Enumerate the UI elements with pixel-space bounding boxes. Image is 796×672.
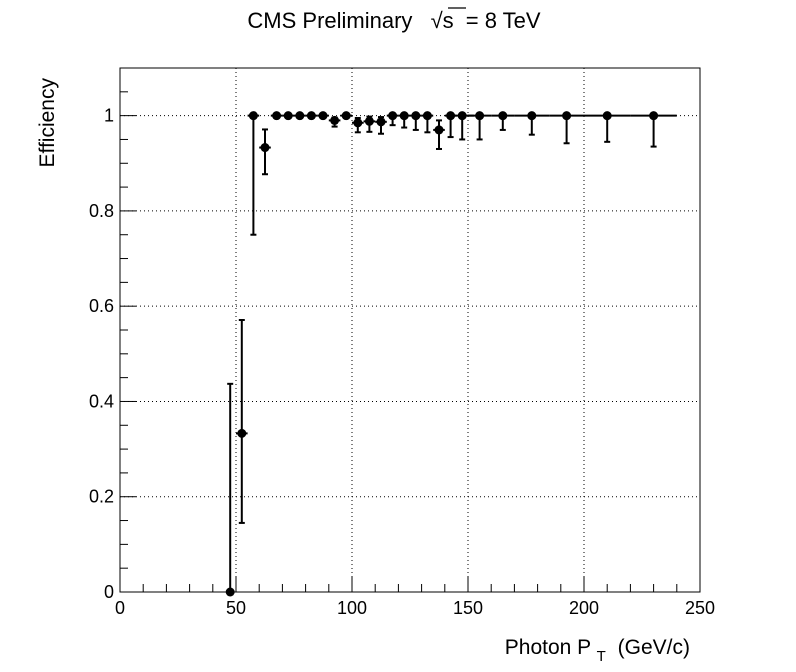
x-tick-label: 150: [453, 598, 483, 618]
title-prefix: CMS Preliminary: [247, 8, 412, 33]
data-point: [584, 111, 631, 143]
data-point: [450, 111, 474, 141]
data-marker: [364, 116, 374, 126]
data-point: [421, 111, 434, 134]
data-marker: [260, 143, 270, 153]
data-marker: [272, 111, 282, 121]
x-tick-label: 50: [226, 598, 246, 618]
data-point: [491, 111, 515, 131]
plot-frame: [119, 67, 701, 593]
data-point: [386, 111, 399, 127]
y-tick-label: 0.2: [89, 487, 114, 507]
data-marker: [237, 428, 247, 438]
data-marker: [225, 587, 235, 597]
x-tick-label: 200: [569, 598, 599, 618]
data-point: [247, 111, 260, 236]
data-marker: [330, 115, 340, 125]
data-marker: [248, 111, 258, 121]
data-point: [398, 111, 410, 129]
x-tick-label: 250: [685, 598, 715, 618]
data-marker: [434, 125, 444, 135]
data-point: [468, 111, 492, 141]
grid-layer: [120, 68, 700, 592]
title-suffix: = 8 TeV: [466, 8, 541, 33]
x-tick-label: 0: [115, 598, 125, 618]
y-tick-label: 1: [104, 106, 114, 126]
data-point: [514, 111, 550, 136]
data-point: [352, 117, 364, 134]
data-point: [410, 111, 422, 131]
x-tick-label: 100: [337, 598, 367, 618]
data-point: [630, 111, 677, 148]
data-marker: [353, 118, 363, 128]
x-label-unit: (GeV/c): [618, 636, 690, 659]
y-tick-label: 0.4: [89, 391, 114, 411]
data-marker: [527, 111, 537, 121]
data-points: [225, 111, 677, 597]
data-point: [340, 111, 352, 121]
data-marker: [376, 117, 386, 127]
data-point: [305, 111, 318, 121]
x-label-subscript: T: [597, 648, 606, 665]
chart-title: CMS Preliminary √s = 8 TeV: [247, 8, 541, 33]
data-marker: [475, 111, 485, 121]
data-point: [328, 115, 341, 128]
tick-layer: 0 50 100 150 200 250 0 0.2 0.4 0.6 0.8 1: [89, 67, 715, 618]
data-point: [282, 111, 294, 121]
data-marker: [306, 111, 316, 121]
data-point: [259, 128, 271, 176]
data-marker: [422, 111, 432, 121]
data-marker: [498, 111, 508, 121]
data-point: [375, 116, 387, 135]
data-point: [294, 111, 306, 121]
data-marker: [399, 111, 409, 121]
data-point: [363, 115, 376, 133]
data-marker: [649, 111, 659, 121]
data-point: [270, 111, 283, 121]
y-tick-label: 0.8: [89, 201, 114, 221]
data-marker: [341, 111, 351, 121]
data-marker: [562, 111, 572, 121]
y-tick-label: 0.6: [89, 296, 114, 316]
y-axis-label: Efficiency: [36, 78, 59, 168]
data-point: [433, 119, 445, 150]
data-point: [225, 382, 235, 597]
data-marker: [388, 111, 398, 121]
data-marker: [457, 111, 467, 121]
data-marker: [318, 111, 328, 121]
x-label-main: Photon P: [505, 636, 591, 659]
data-marker: [411, 111, 421, 121]
data-point: [236, 318, 248, 524]
data-point: [549, 111, 584, 145]
x-axis-label: Photon P T (GeV/c): [505, 636, 690, 666]
y-tick-label: 0: [104, 582, 114, 602]
data-marker: [283, 111, 293, 121]
title-sqrt: √s: [431, 8, 454, 33]
data-point: [317, 111, 329, 121]
data-marker: [602, 111, 612, 121]
data-marker: [295, 111, 305, 121]
